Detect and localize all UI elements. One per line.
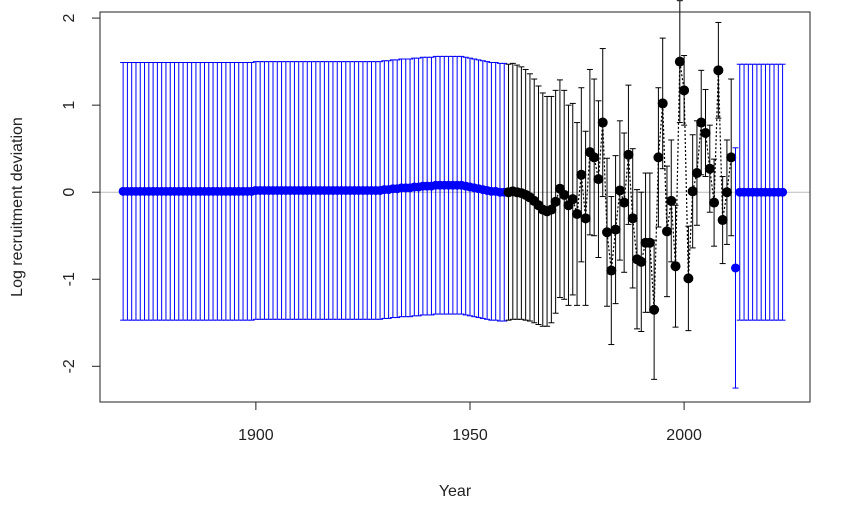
data-point xyxy=(709,197,720,208)
data-point xyxy=(580,213,591,224)
y-tick-label: 0 xyxy=(61,188,78,197)
data-point xyxy=(623,149,634,160)
data-point xyxy=(730,263,740,273)
data-point xyxy=(597,117,608,128)
y-axis-label: Log recruitment deviation xyxy=(9,117,26,297)
data-point xyxy=(700,128,711,139)
data-point xyxy=(567,194,578,205)
x-tick-label: 2000 xyxy=(666,427,702,444)
data-point xyxy=(721,187,732,198)
data-point xyxy=(683,273,694,284)
data-point xyxy=(576,169,587,180)
y-tick-label: 1 xyxy=(61,101,78,110)
data-point xyxy=(559,189,570,200)
data-point xyxy=(666,195,677,206)
x-tick-label: 1900 xyxy=(238,427,274,444)
data-point xyxy=(546,204,557,215)
data-point xyxy=(606,265,617,276)
x-axis-label: Year xyxy=(439,483,472,500)
data-point xyxy=(619,197,630,208)
y-tick-label: 2 xyxy=(61,14,78,23)
data-point xyxy=(696,117,707,128)
data-point xyxy=(614,185,625,196)
data-point xyxy=(610,224,621,235)
data-point xyxy=(593,174,604,185)
y-tick-label: -2 xyxy=(61,359,78,373)
data-point xyxy=(713,65,724,76)
data-point xyxy=(717,215,728,226)
data-point xyxy=(704,163,715,174)
data-point xyxy=(778,187,788,197)
data-point xyxy=(726,152,737,163)
data-point xyxy=(636,256,647,267)
x-tick-label: 1950 xyxy=(452,427,488,444)
data-point xyxy=(649,304,660,315)
y-tick-label: -1 xyxy=(61,272,78,286)
data-point xyxy=(657,98,668,109)
data-point xyxy=(550,196,561,207)
data-point xyxy=(627,213,638,224)
data-point xyxy=(670,261,681,272)
data-point xyxy=(674,56,685,67)
data-point xyxy=(572,208,583,219)
data-point xyxy=(589,152,600,163)
data-point xyxy=(653,152,664,163)
data-point xyxy=(679,85,690,96)
data-point xyxy=(691,168,702,179)
data-point xyxy=(687,186,698,197)
data-point xyxy=(644,237,655,248)
data-point xyxy=(661,226,672,237)
plot-frame xyxy=(99,11,811,403)
data-point xyxy=(602,227,613,238)
